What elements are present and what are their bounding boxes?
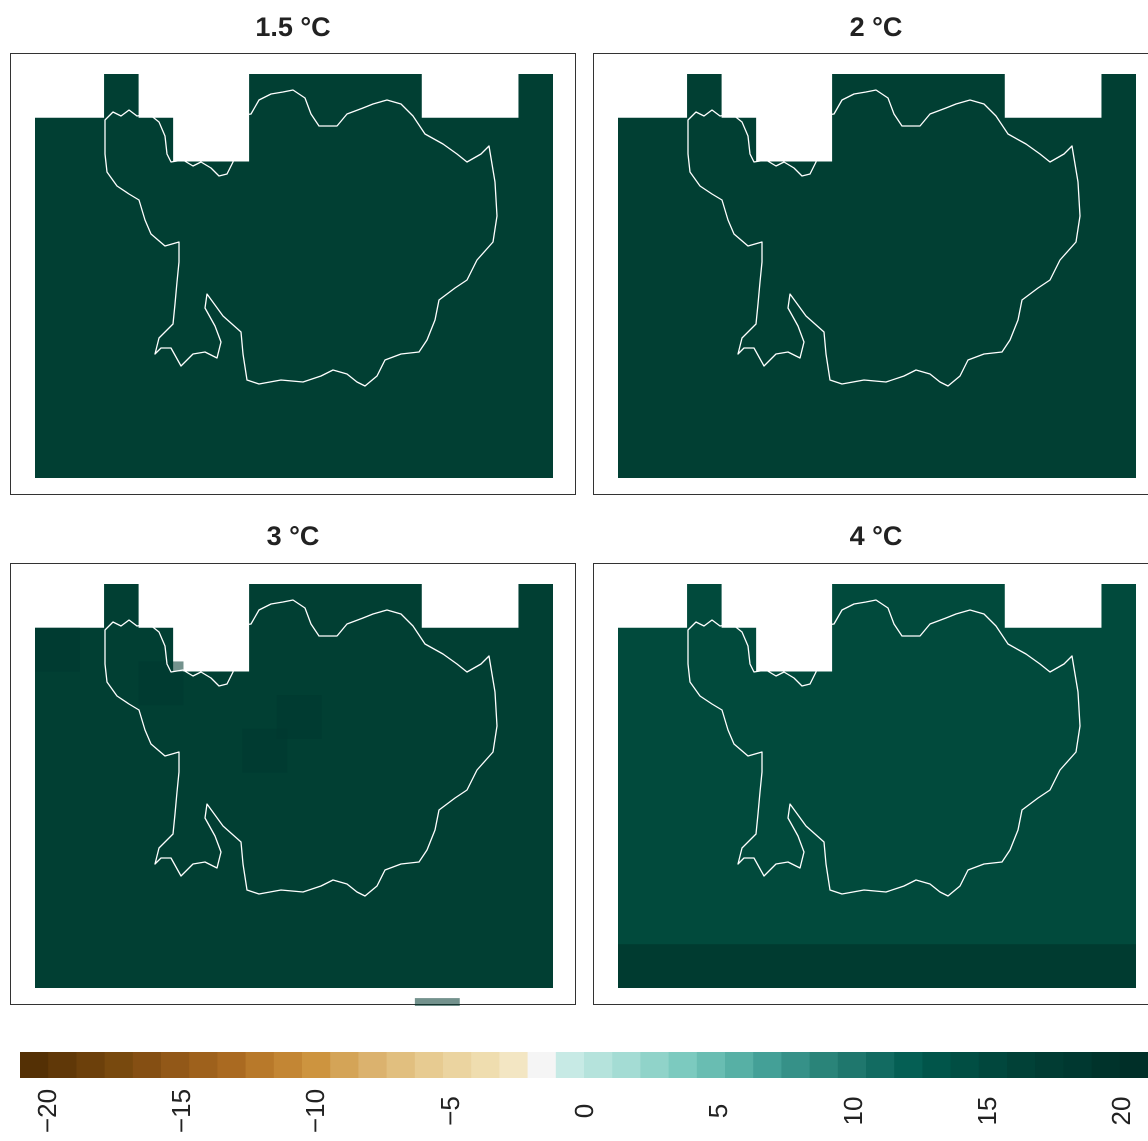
colorbar-swatch	[104, 1052, 134, 1078]
colorbar-legend	[20, 1052, 1148, 1078]
map-grid-cell	[276, 695, 322, 739]
colorbar-swatch	[414, 1052, 444, 1078]
map-panel-3c	[10, 563, 576, 1006]
colorbar-swatch	[1007, 1052, 1036, 1078]
map-grid-band	[618, 944, 1136, 988]
map-panel-1-5c	[10, 53, 576, 495]
colorbar-swatch	[443, 1052, 472, 1078]
panel-title-2: 2 °C	[849, 12, 903, 42]
map-grid-cell	[35, 627, 80, 672]
colorbar-swatch	[781, 1052, 811, 1078]
colorbar-swatch	[612, 1052, 641, 1078]
colorbar-swatch	[527, 1052, 557, 1078]
colorbar-swatch	[386, 1052, 416, 1078]
colorbar-tick-label: −10	[300, 1088, 331, 1134]
colorbar-tick-labels: −20 −15 −10 −5 0 5 10 15 20	[0, 1085, 1148, 1137]
map-grid-cell	[138, 661, 184, 706]
colorbar-swatch	[640, 1052, 670, 1078]
colorbar-swatch	[273, 1052, 303, 1078]
colorbar-swatch	[809, 1052, 839, 1078]
map-svg-3c	[35, 584, 553, 1006]
map-grid-area	[618, 584, 1136, 988]
map-grid-area	[35, 584, 553, 988]
colorbar-swatch	[245, 1052, 275, 1078]
colorbar-swatch	[753, 1052, 782, 1078]
colorbar-swatch	[48, 1052, 77, 1078]
colorbar-swatch	[555, 1052, 585, 1078]
map-panel-2c	[593, 53, 1148, 495]
colorbar-tick-label: −15	[166, 1088, 197, 1134]
colorbar-swatch	[584, 1052, 613, 1078]
colorbar-swatch	[668, 1052, 698, 1078]
colorbar-swatch	[76, 1052, 106, 1078]
map-grid-area	[618, 74, 1136, 478]
colorbar-tick-label: 20	[1106, 1096, 1137, 1126]
panel-title-4: 4 °C	[849, 521, 903, 551]
colorbar-swatch	[866, 1052, 895, 1078]
colorbar-swatch	[499, 1052, 529, 1078]
colorbar-tick-label: 15	[971, 1096, 1002, 1126]
colorbar-swatch	[1035, 1052, 1064, 1078]
colorbar-swatch	[950, 1052, 980, 1078]
region-outline	[687, 89, 1081, 387]
colorbar-tick-label: −5	[434, 1096, 465, 1126]
colorbar-swatch	[1063, 1052, 1093, 1078]
colorbar-tick-label: 10	[837, 1096, 868, 1126]
colorbar-tick-label: 0	[569, 1103, 599, 1119]
panel-title-1: 1.5 °C	[255, 12, 331, 42]
colorbar-swatch	[132, 1052, 162, 1078]
colorbar-swatch	[358, 1052, 388, 1078]
colorbar-swatch	[161, 1052, 190, 1078]
colorbar-swatch	[1091, 1052, 1121, 1078]
colorbar-swatch	[1119, 1052, 1148, 1078]
colorbar-tick-label: 5	[703, 1103, 734, 1119]
map-panel-4c	[593, 563, 1148, 1005]
colorbar-swatch	[922, 1052, 952, 1078]
colorbar-swatch	[837, 1052, 867, 1078]
map-svg-2c	[618, 74, 1136, 478]
colorbar-swatch	[471, 1052, 500, 1078]
map-grid-cell	[414, 998, 460, 1006]
region-outline	[687, 599, 1081, 897]
map-grid-area	[35, 74, 553, 478]
colorbar-swatch	[189, 1052, 218, 1078]
colorbar-tick-label: −20	[31, 1088, 62, 1134]
map-svg-1-5c	[35, 74, 553, 478]
colorbar-swatch	[696, 1052, 726, 1078]
colorbar-swatch	[894, 1052, 923, 1078]
colorbar-swatch	[20, 1052, 49, 1078]
panel-title-3: 3 °C	[266, 521, 320, 551]
map-svg-4c	[618, 584, 1136, 988]
colorbar-swatch	[330, 1052, 359, 1078]
colorbar-swatch	[217, 1052, 247, 1078]
colorbar-swatch	[725, 1052, 754, 1078]
colorbar-swatch	[978, 1052, 1008, 1078]
region-outline	[104, 89, 498, 387]
colorbar-swatch	[302, 1052, 331, 1078]
region-outline	[104, 599, 498, 897]
